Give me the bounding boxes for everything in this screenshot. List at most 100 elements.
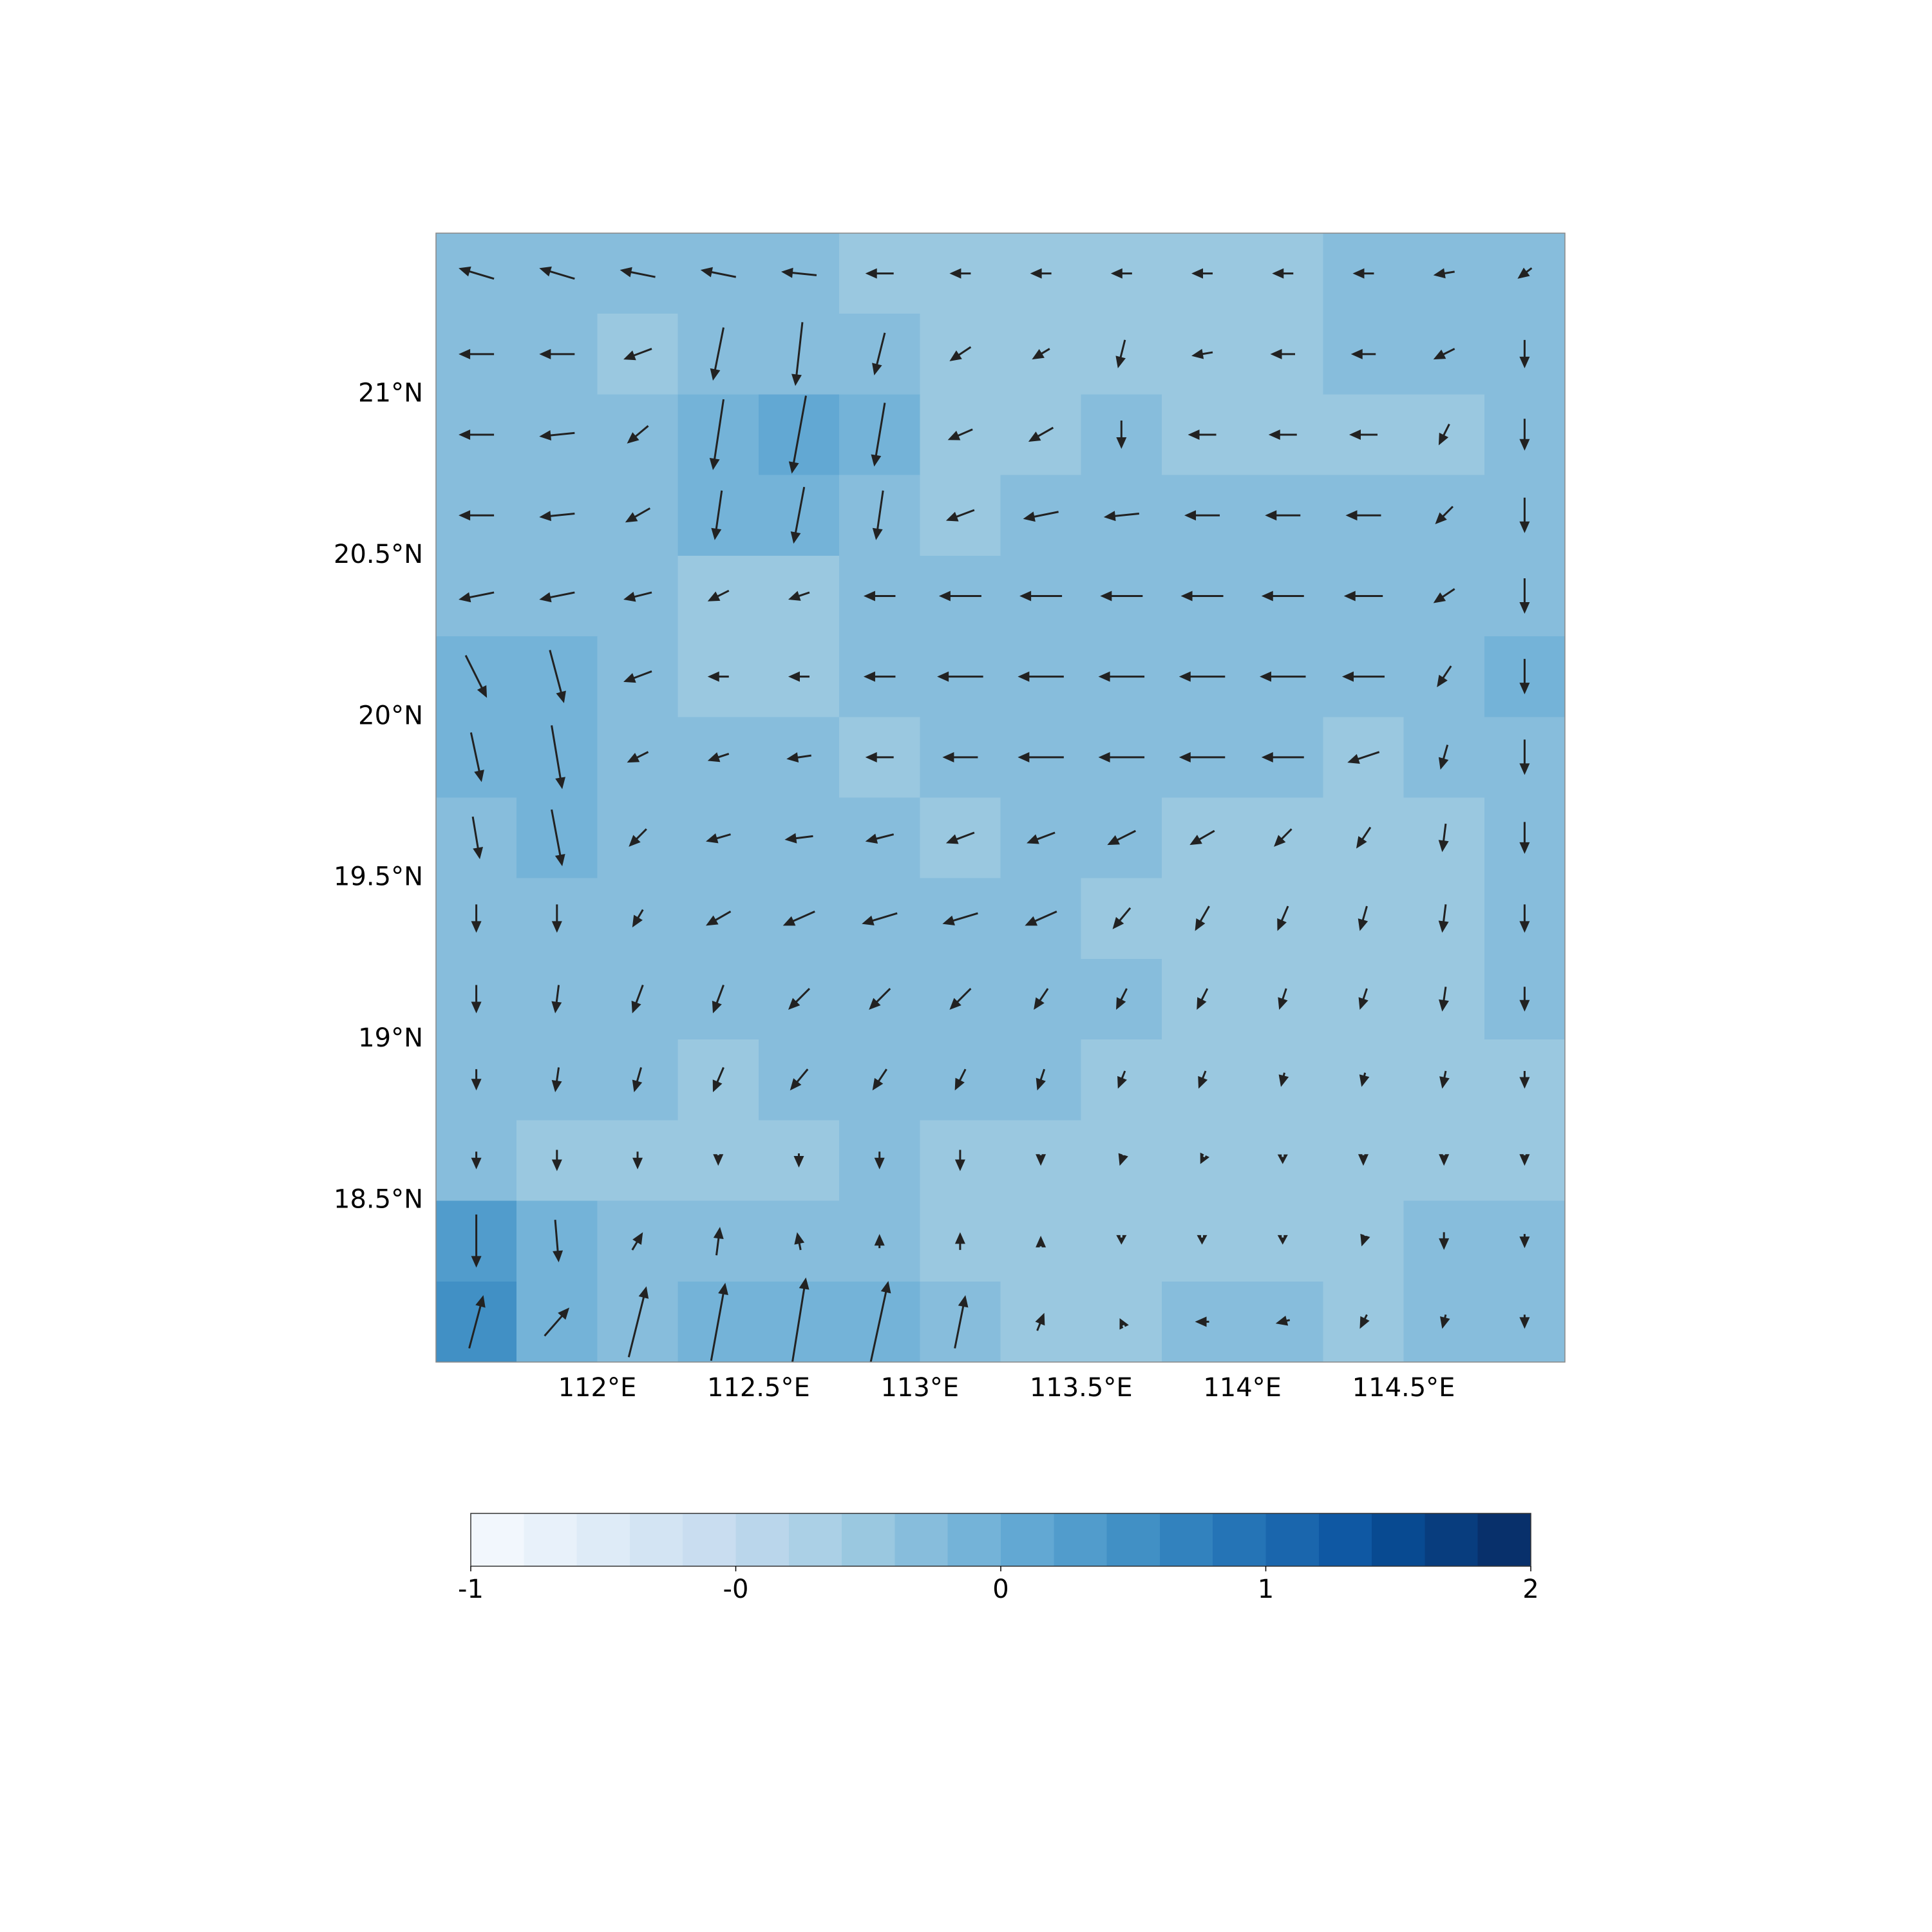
wind-arrow [1100, 591, 1143, 601]
colorbar-bin [1001, 1513, 1054, 1566]
wind-arrow [627, 425, 649, 444]
colorbar-bin [629, 1513, 683, 1566]
wind-arrow [1119, 1318, 1129, 1330]
wind-arrow [1519, 339, 1530, 368]
wind-arrow [874, 1151, 885, 1170]
wind-arrow [863, 671, 896, 682]
map-frame [435, 232, 1566, 1363]
wind-arrow [1019, 591, 1063, 601]
wind-arrow [1519, 1234, 1530, 1249]
wind-arrow [863, 591, 896, 601]
wind-arrow [459, 591, 495, 603]
wind-arrow [1519, 1154, 1530, 1166]
wind-arrow [471, 816, 484, 860]
wind-arrow [471, 904, 482, 933]
wind-arrow [949, 268, 971, 279]
wind-arrow [539, 511, 575, 522]
wind-arrow [1519, 419, 1530, 451]
colorbar-bin [1159, 1513, 1213, 1566]
wind-arrow [1277, 1235, 1288, 1245]
wind-arrow [631, 1232, 643, 1251]
wind-arrow [623, 591, 652, 602]
wind-arrow [1261, 591, 1304, 601]
wind-arrow [1359, 1072, 1370, 1087]
wind-arrow [1035, 1312, 1045, 1331]
wind-arrow [631, 985, 644, 1014]
y-tick-label: 20°N [358, 701, 423, 730]
colorbar-bin [1372, 1513, 1425, 1566]
wind-arrow [1115, 339, 1126, 368]
wind-arrow [1438, 423, 1450, 446]
x-tick-label: 114.5°E [1352, 1373, 1455, 1403]
wind-arrow [871, 402, 886, 467]
wind-arrow [623, 348, 652, 361]
colorbar-tick-label: 2 [1522, 1575, 1539, 1604]
wind-arrow [471, 985, 482, 1014]
wind-arrow [549, 650, 566, 703]
wind-arrow [1116, 421, 1127, 450]
wind-arrow [1519, 987, 1530, 1012]
wind-arrow [1438, 904, 1449, 933]
wind-arrow [1352, 268, 1374, 279]
wind-arrow [1438, 744, 1449, 770]
wind-arrow [954, 1150, 965, 1171]
colorbar-bin [1318, 1513, 1372, 1566]
wind-arrow [539, 348, 575, 359]
wind-arrow [620, 267, 656, 278]
wind-arrow [1103, 511, 1139, 522]
wind-arrow [459, 510, 495, 521]
wind-arrow [942, 912, 978, 926]
wind-arrow [786, 752, 811, 763]
wind-arrow [1028, 426, 1054, 442]
wind-arrow [1189, 829, 1215, 846]
wind-arrow [781, 267, 817, 278]
wind-arrow [1195, 905, 1210, 931]
wind-arrow [627, 1286, 649, 1358]
y-tick-label: 19°N [358, 1023, 423, 1053]
wind-arrow [1268, 430, 1297, 440]
wind-arrow [1350, 348, 1376, 359]
wind-arrow [954, 1232, 965, 1250]
wind-arrow [938, 591, 981, 601]
wind-arrow [627, 751, 649, 763]
colorbar-bin [471, 1513, 524, 1566]
wind-arrow [1116, 988, 1128, 1010]
wind-arrow [464, 655, 488, 698]
wind-arrow [1278, 1072, 1289, 1087]
wind-arrow [937, 671, 983, 682]
colorbar-bin [1477, 1513, 1531, 1566]
wind-arrow [1260, 671, 1306, 682]
wind-arrow [1261, 752, 1304, 762]
wind-arrow [862, 912, 898, 926]
wind-arrow [1439, 1154, 1450, 1166]
wind-arrow [1519, 497, 1530, 533]
wind-arrow [1034, 988, 1049, 1010]
wind-arrow [1191, 348, 1213, 359]
wind-arrow [706, 911, 732, 926]
y-tick-label: 18.5°N [334, 1185, 423, 1215]
wind-arrow [1345, 510, 1381, 521]
wind-arrow [872, 1068, 887, 1091]
wind-arrow [1277, 905, 1289, 931]
wind-arrow [1349, 430, 1378, 440]
wind-arrow [544, 1307, 570, 1337]
wind-arrow [1036, 1154, 1046, 1166]
wind-arrow [710, 1282, 728, 1361]
wind-arrow [865, 268, 894, 279]
wind-arrow [1116, 1235, 1127, 1245]
wind-arrow [1358, 988, 1368, 1010]
wind-arrow [782, 910, 815, 926]
wind-arrow [1358, 1154, 1368, 1166]
wind-arrow [1347, 751, 1380, 764]
colorbar-tick-label: -1 [458, 1575, 484, 1604]
wind-arrow [707, 671, 729, 682]
wind-arrow [1433, 268, 1455, 279]
colorbar-bin [1054, 1513, 1108, 1566]
wind-arrow [949, 346, 972, 361]
wind-arrow [1018, 671, 1064, 682]
wind-arrow [1198, 1070, 1208, 1089]
wind-arrow [471, 1214, 482, 1268]
colorbar-bin [947, 1513, 1001, 1566]
wind-arrow [1272, 268, 1294, 279]
